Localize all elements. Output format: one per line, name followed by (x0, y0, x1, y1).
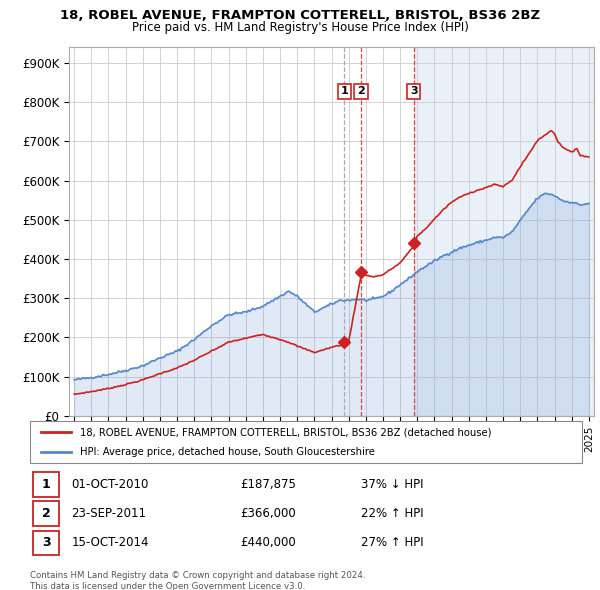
Bar (413, 47, 594, 416)
Text: Price paid vs. HM Land Registry's House Price Index (HPI): Price paid vs. HM Land Registry's House … (131, 21, 469, 34)
Text: Contains HM Land Registry data © Crown copyright and database right 2024.: Contains HM Land Registry data © Crown c… (30, 571, 365, 580)
FancyBboxPatch shape (30, 421, 582, 463)
Text: This data is licensed under the Open Government Licence v3.0.: This data is licensed under the Open Gov… (30, 582, 305, 590)
FancyBboxPatch shape (33, 530, 59, 555)
Text: 23-SEP-2011: 23-SEP-2011 (71, 507, 146, 520)
Text: 22% ↑ HPI: 22% ↑ HPI (361, 507, 424, 520)
Text: HPI: Average price, detached house, South Gloucestershire: HPI: Average price, detached house, Sout… (80, 447, 374, 457)
Text: 18, ROBEL AVENUE, FRAMPTON COTTERELL, BRISTOL, BS36 2BZ: 18, ROBEL AVENUE, FRAMPTON COTTERELL, BR… (60, 9, 540, 22)
Text: 3: 3 (410, 87, 418, 96)
Text: 18, ROBEL AVENUE, FRAMPTON COTTERELL, BRISTOL, BS36 2BZ (detached house): 18, ROBEL AVENUE, FRAMPTON COTTERELL, BR… (80, 427, 491, 437)
Text: 15-OCT-2014: 15-OCT-2014 (71, 536, 149, 549)
FancyBboxPatch shape (33, 472, 59, 497)
Text: 3: 3 (41, 536, 50, 549)
Text: 27% ↑ HPI: 27% ↑ HPI (361, 536, 424, 549)
Text: 2: 2 (41, 507, 50, 520)
Text: 37% ↓ HPI: 37% ↓ HPI (361, 478, 424, 491)
Text: £187,875: £187,875 (240, 478, 296, 491)
FancyBboxPatch shape (33, 502, 59, 526)
Text: 2: 2 (357, 87, 365, 96)
Text: 1: 1 (340, 87, 348, 96)
Text: £366,000: £366,000 (240, 507, 296, 520)
Text: 1: 1 (41, 478, 50, 491)
Text: £440,000: £440,000 (240, 536, 296, 549)
Text: 01-OCT-2010: 01-OCT-2010 (71, 478, 149, 491)
